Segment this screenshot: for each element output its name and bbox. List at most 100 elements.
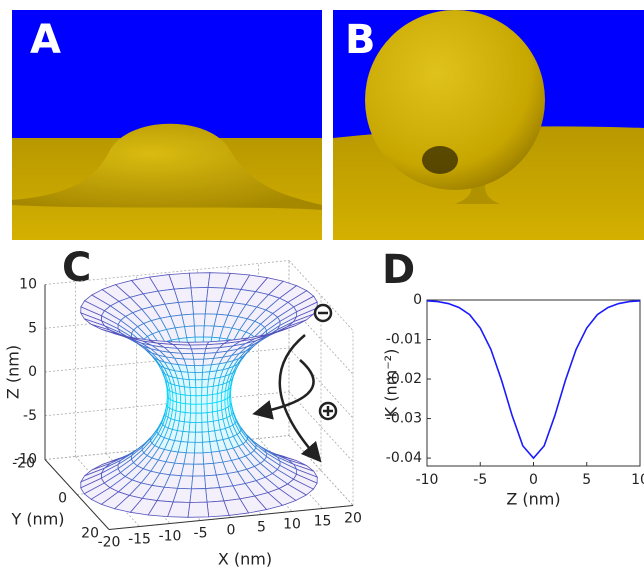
- plot-frame: [426, 299, 641, 467]
- curve: [426, 299, 641, 460]
- x-axis-label: Z (nm): [506, 490, 560, 509]
- mesh-face: [191, 475, 207, 490]
- mesh-face: [194, 441, 204, 454]
- z-axis-label: Z (nm): [4, 345, 23, 399]
- grid-line: [44, 260, 290, 285]
- curvature-arrows: [252, 303, 338, 463]
- mesh-face: [193, 325, 205, 338]
- mesh-face: [201, 412, 209, 423]
- mesh-face: [193, 452, 205, 465]
- mesh-face: [187, 501, 210, 518]
- mesh-face: [184, 394, 192, 405]
- y-tick-label: -0.04: [386, 450, 422, 466]
- mesh-face: [192, 463, 205, 477]
- mesh-face: [189, 488, 208, 503]
- y-tick-label: 20: [81, 526, 99, 542]
- mesh-face: [206, 402, 213, 414]
- mesh-face: [187, 431, 196, 443]
- mesh-face: [190, 348, 207, 355]
- mesh-face: [206, 411, 214, 423]
- mesh-face: [195, 395, 203, 405]
- x-tick-label: 20: [344, 511, 362, 527]
- x-tick-label: 5: [257, 520, 266, 536]
- mesh-face: [187, 371, 196, 381]
- y-tick-label: -0.01: [386, 332, 422, 348]
- mesh-face: [202, 357, 215, 366]
- mesh-face: [201, 403, 208, 414]
- z-tick-label: 0: [28, 364, 37, 380]
- mesh-face: [192, 352, 206, 360]
- mesh-face: [216, 400, 223, 412]
- z-tick-label: 5: [28, 320, 37, 336]
- mesh-face: [190, 403, 197, 414]
- mesh-face: [202, 441, 212, 454]
- mesh-face: [188, 272, 211, 289]
- axis-line: [44, 459, 110, 530]
- panel-label: A: [30, 17, 61, 63]
- mesh-face: [188, 421, 197, 433]
- mesh-face: [206, 394, 213, 405]
- z-tick-label: -10: [14, 452, 37, 468]
- mesh-face: [183, 386, 191, 396]
- mesh-face: [194, 371, 203, 381]
- x-tick-label: -10: [416, 472, 439, 488]
- mesh-face: [193, 358, 205, 366]
- mesh-face: [206, 385, 214, 396]
- mesh-face: [201, 378, 209, 388]
- panel-b-render: [333, 10, 644, 240]
- mesh-face: [184, 403, 192, 414]
- x-tick-label: 0: [227, 523, 236, 539]
- x-tick-label: -5: [194, 526, 208, 542]
- mesh-face: [211, 393, 218, 404]
- panel-d: 0 -0.01 -0.02 -0.03 -0.04 -10 -5 0 5 10 Z (nm) K (n…: [382, 292, 644, 509]
- mesh-face: [187, 341, 210, 346]
- mesh-face: [188, 379, 197, 388]
- panel-a-render: [12, 10, 322, 240]
- mesh-face: [183, 358, 195, 366]
- x-tick-label: 5: [582, 472, 591, 488]
- mesh-face: [179, 393, 186, 405]
- mesh-face: [202, 364, 212, 373]
- panel-label: D: [382, 247, 415, 293]
- mesh-face: [201, 371, 211, 381]
- axis-line: [108, 505, 354, 530]
- x-tick-label: -5: [473, 472, 487, 488]
- x-tick-label: 10: [631, 472, 644, 488]
- mesh-face: [211, 401, 218, 413]
- mesh-face: [202, 451, 214, 465]
- x-tick-label: -15: [128, 532, 151, 548]
- x-tick-label: -10: [159, 529, 182, 545]
- mesh-face: [185, 441, 196, 454]
- mesh-face: [201, 431, 211, 443]
- mesh-face: [201, 421, 209, 433]
- mesh-face: [195, 379, 203, 388]
- grid-line: [44, 391, 290, 417]
- x-tick-label: -20: [98, 535, 121, 551]
- x-tick-label: 15: [314, 514, 332, 530]
- mesh-face: [201, 394, 208, 405]
- mesh-face: [190, 395, 197, 405]
- mesh-face: [195, 386, 203, 397]
- mesh-face: [183, 452, 195, 465]
- panel-label: C: [62, 245, 91, 291]
- x-tick-label: 0: [529, 472, 538, 488]
- mesh-face: [194, 431, 203, 443]
- x-tick-label: 10: [283, 517, 301, 533]
- mesh-face: [190, 287, 209, 302]
- y-axis-label: K (nm⁻²): [382, 349, 401, 418]
- panel-label: B: [345, 17, 376, 63]
- mesh-face: [185, 364, 196, 373]
- mesh-face: [195, 421, 203, 433]
- mesh-face: [189, 386, 197, 397]
- z-tick-label: 10: [19, 277, 37, 293]
- mesh-face: [183, 412, 191, 423]
- y-tick-label: -0.02: [386, 371, 422, 387]
- y-tick-label: -20: [12, 456, 35, 472]
- mesh-face: [203, 462, 217, 477]
- mesh-face: [179, 402, 186, 414]
- mesh-face: [194, 364, 204, 373]
- z-tick-label: -5: [23, 408, 37, 424]
- mesh-face: [195, 403, 203, 414]
